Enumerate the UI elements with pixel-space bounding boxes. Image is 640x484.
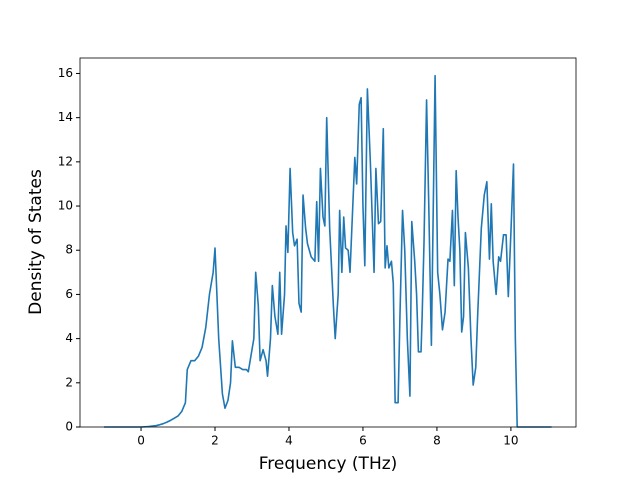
x-axis-label: Frequency (THz)	[259, 454, 398, 474]
y-tick-label: 16	[58, 66, 73, 80]
line	[104, 74, 552, 428]
x-tick-label: 10	[503, 434, 518, 448]
x-tick-label: 2	[211, 434, 219, 448]
y-tick-label: 8	[65, 243, 73, 257]
x-tick-label: 8	[433, 434, 441, 448]
y-tick-label: 2	[65, 375, 73, 389]
y-tick-label: 4	[65, 331, 73, 345]
y-tick-label: 14	[58, 110, 73, 124]
y-axis-label: Density of States	[26, 169, 46, 315]
plot-frame	[79, 57, 577, 428]
x-tick-label: 0	[137, 434, 145, 448]
y-tick-label: 10	[58, 199, 73, 213]
y-tick-label: 6	[65, 287, 73, 301]
y-tick-label: 0	[65, 420, 73, 434]
y-tick-label: 12	[58, 154, 73, 168]
x-tick-label: 6	[359, 434, 367, 448]
x-tick-label: 4	[285, 434, 293, 448]
